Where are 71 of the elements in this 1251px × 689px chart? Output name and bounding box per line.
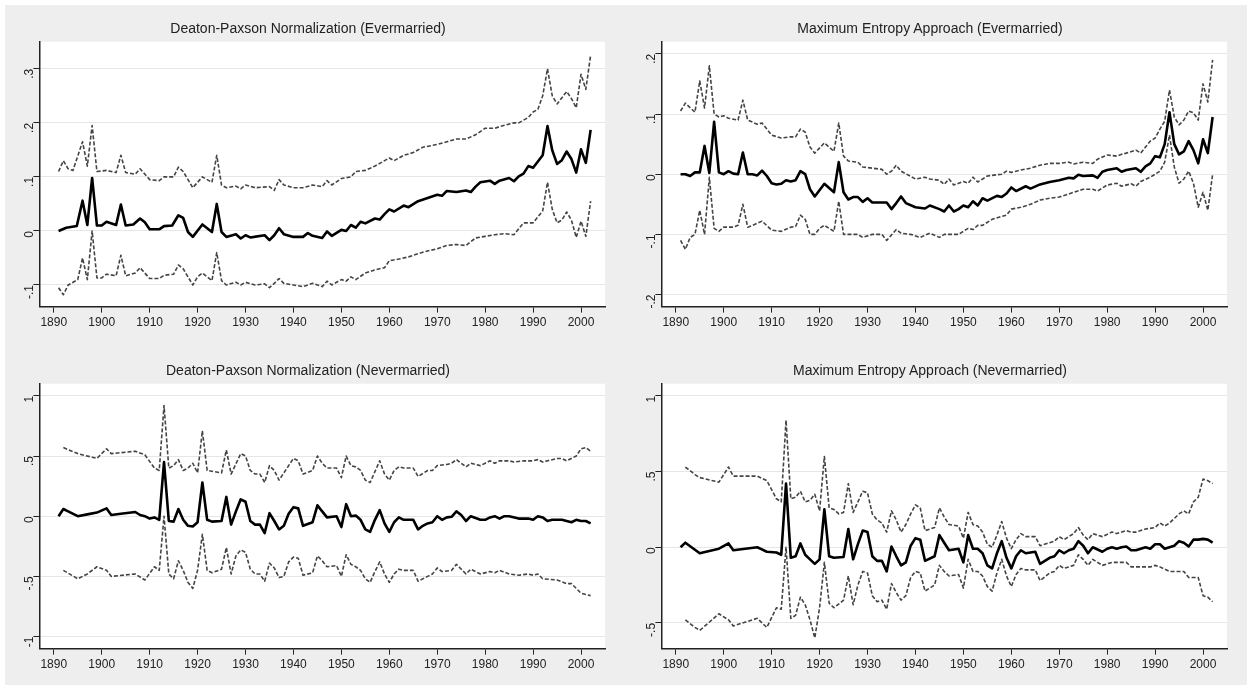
x-tick-label: 1960 (375, 657, 403, 672)
x-tick-label: 1920 (806, 657, 834, 672)
y-tick-label: .2 (21, 122, 36, 133)
y-tick-label: 0 (643, 173, 658, 181)
x-tick-label: 1940 (902, 315, 930, 330)
chart-title: Maximum Entropy Approach (Evermarried) (797, 20, 1063, 37)
x-tick-label: 1990 (519, 315, 547, 330)
x-tick-label: 1970 (423, 315, 451, 330)
chart-title: Deaton-Paxson Normalization (Nevermarried) (166, 362, 450, 379)
x-tick-label: 1980 (1093, 315, 1121, 330)
x-tick-label: 1970 (1045, 315, 1073, 330)
x-tick-label: 1960 (997, 657, 1025, 672)
x-tick-label: 1990 (519, 657, 547, 672)
y-tick-label: 0 (21, 515, 36, 523)
x-tick-label: 1970 (1045, 657, 1073, 672)
y-tick-label: 1 (21, 395, 36, 403)
x-tick-label: 2000 (1189, 315, 1217, 330)
x-tick-label: 1980 (471, 315, 499, 330)
x-tick-label: 1920 (184, 657, 212, 672)
x-tick-label: 1890 (40, 657, 68, 672)
x-tick-label: 1900 (710, 315, 738, 330)
x-tick-label: 1970 (423, 657, 451, 672)
chart-title: Maximum Entropy Approach (Nevermarried) (793, 362, 1067, 379)
y-tick-label: .1 (21, 176, 36, 187)
y-tick-label: -.5 (21, 576, 36, 591)
x-tick-label: 1940 (280, 315, 308, 330)
x-tick-label: 1990 (1141, 315, 1169, 330)
x-tick-label: 1980 (471, 657, 499, 672)
y-tick-label: .1 (643, 113, 658, 125)
y-tick-label: .3 (21, 68, 36, 79)
x-tick-label: 1890 (40, 315, 68, 330)
x-tick-label: 1910 (136, 657, 164, 672)
x-tick-label: 1910 (136, 315, 164, 330)
x-tick-label: 2000 (1189, 657, 1217, 672)
x-tick-label: 1930 (854, 315, 882, 330)
x-tick-label: 2000 (567, 657, 595, 672)
x-tick-label: 1980 (1093, 657, 1121, 672)
x-tick-label: 1930 (232, 657, 260, 672)
y-tick-label: .2 (643, 53, 658, 64)
y-tick-label: -.2 (643, 294, 658, 309)
y-tick-label: -1 (21, 636, 36, 648)
x-tick-label: 1910 (758, 657, 786, 672)
x-tick-label: 1890 (662, 657, 690, 672)
y-tick-label: -.5 (643, 622, 658, 637)
x-tick-label: 1960 (997, 315, 1025, 330)
x-tick-label: 1950 (328, 315, 356, 330)
x-tick-label: 1930 (232, 315, 260, 330)
y-tick-label: 0 (643, 546, 658, 554)
x-tick-label: 1930 (854, 657, 882, 672)
y-tick-label: .5 (643, 471, 658, 482)
y-tick-label: -.1 (21, 284, 36, 299)
y-tick-label: 0 (21, 230, 36, 238)
chart-title: Deaton-Paxson Normalization (Evermarried) (170, 20, 446, 37)
x-tick-label: 1950 (328, 657, 356, 672)
x-tick-label: 1910 (758, 315, 786, 330)
x-tick-label: 1920 (806, 315, 834, 330)
x-tick-label: 1990 (1141, 657, 1169, 672)
x-tick-label: 1960 (375, 315, 403, 330)
x-tick-label: 1890 (662, 315, 690, 330)
x-tick-label: 1900 (710, 657, 738, 672)
x-tick-label: 2000 (567, 315, 595, 330)
x-tick-label: 1900 (88, 315, 116, 330)
x-tick-label: 1940 (902, 657, 930, 672)
x-tick-label: 1920 (184, 315, 212, 330)
x-tick-label: 1950 (950, 315, 978, 330)
x-tick-label: 1940 (280, 657, 308, 672)
y-tick-label: .5 (21, 455, 36, 467)
y-tick-label: -.1 (643, 234, 658, 249)
x-tick-label: 1900 (88, 657, 116, 672)
x-tick-label: 1950 (950, 657, 978, 672)
y-tick-label: 1 (643, 395, 658, 403)
